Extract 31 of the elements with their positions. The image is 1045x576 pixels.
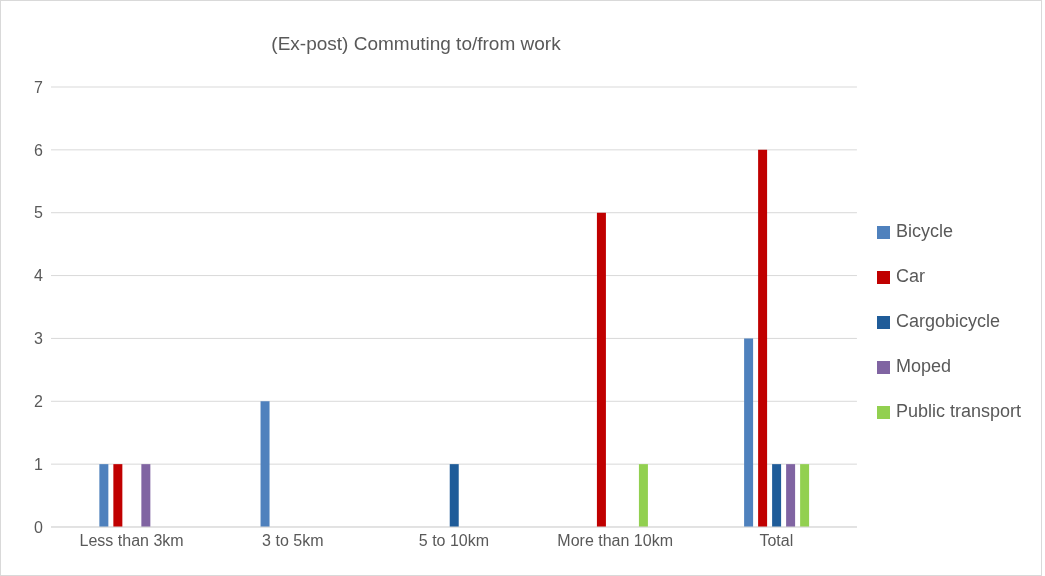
bar [772, 464, 782, 527]
legend-label: Car [895, 265, 925, 286]
x-tick-label: 3 to 5km [262, 532, 324, 550]
bar [260, 401, 270, 527]
legend-label: Bicycle [895, 220, 953, 241]
bar [99, 464, 109, 527]
x-tick-label: More than 10km [557, 532, 673, 550]
x-tick-label: Less than 3km [79, 532, 184, 550]
y-tick-label: 1 [34, 455, 44, 473]
y-tick-label: 0 [34, 518, 44, 536]
y-tick-label: 2 [34, 392, 44, 410]
y-tick-label: 4 [34, 267, 44, 285]
y-tick-label: 7 [34, 78, 44, 96]
y-tick-label: 6 [34, 141, 44, 159]
bar [638, 464, 648, 527]
bar [596, 212, 606, 527]
y-tick-label: 5 [34, 204, 44, 222]
bar [141, 464, 151, 527]
y-tick-label: 3 [34, 330, 44, 348]
bar [786, 464, 796, 527]
legend-label: Public transport [895, 400, 1021, 421]
bar [744, 338, 754, 527]
bar [758, 149, 768, 527]
bar [449, 464, 459, 527]
legend-label: Moped [895, 355, 951, 376]
x-tick-label: Total [759, 532, 794, 550]
bar [800, 464, 810, 527]
bar [113, 464, 123, 527]
x-tick-label: 5 to 10km [418, 532, 490, 550]
legend-label: Cargobicycle [895, 310, 1000, 331]
chart-title: (Ex-post) Commuting to/from work [270, 33, 562, 55]
